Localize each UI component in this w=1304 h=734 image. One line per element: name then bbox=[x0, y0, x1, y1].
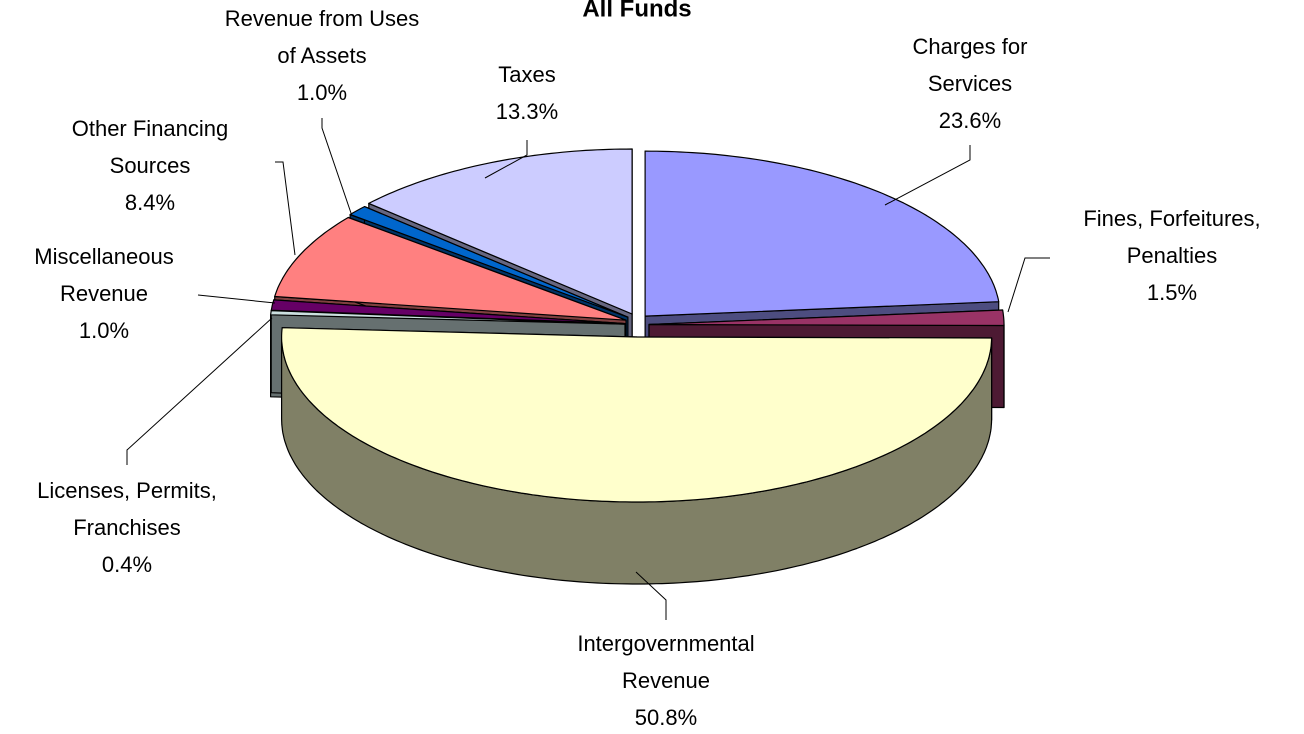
slice bbox=[349, 206, 629, 318]
leader-line bbox=[275, 161, 296, 256]
leader-line bbox=[484, 140, 528, 179]
slice-label: Penalties bbox=[1127, 243, 1218, 268]
leader-line bbox=[884, 145, 971, 206]
value-label: 0.4% bbox=[102, 552, 152, 577]
slice-label: Taxes bbox=[498, 62, 555, 87]
leader-line bbox=[635, 571, 667, 620]
slice bbox=[644, 150, 1000, 317]
value-label: 1.0% bbox=[79, 318, 129, 343]
slice-label: Charges for bbox=[913, 34, 1028, 59]
value-label: 13.3% bbox=[496, 99, 558, 124]
slice-label: Services bbox=[928, 71, 1012, 96]
chart-title: All Funds bbox=[582, 0, 691, 22]
slice-label: Licenses, Permits, bbox=[37, 478, 217, 503]
slice bbox=[270, 299, 626, 325]
slice-label: Revenue from Uses bbox=[225, 6, 419, 31]
slice bbox=[368, 148, 633, 315]
slice-label: Intergovernmental bbox=[577, 631, 754, 656]
slice-label: Other Financing bbox=[72, 116, 229, 141]
slice-label: Fines, Forfeitures, bbox=[1083, 206, 1260, 231]
slice-label: Sources bbox=[110, 153, 191, 178]
value-label: 1.0% bbox=[297, 80, 347, 105]
slice bbox=[281, 327, 993, 503]
slice-label: of Assets bbox=[277, 43, 366, 68]
leader-line bbox=[197, 294, 276, 304]
leader-line bbox=[1007, 257, 1050, 313]
leader-line bbox=[126, 317, 273, 465]
value-label: 50.8% bbox=[635, 705, 697, 730]
slice-label: Miscellaneous bbox=[34, 244, 173, 269]
slice-label: Franchises bbox=[73, 515, 181, 540]
slice bbox=[648, 309, 1005, 327]
leader-line bbox=[321, 118, 353, 217]
slice-label: Revenue bbox=[622, 668, 710, 693]
slice-label: Revenue bbox=[60, 281, 148, 306]
value-label: 8.4% bbox=[125, 190, 175, 215]
slice bbox=[274, 216, 627, 321]
value-label: 1.5% bbox=[1147, 280, 1197, 305]
value-label: 23.6% bbox=[939, 108, 1001, 133]
